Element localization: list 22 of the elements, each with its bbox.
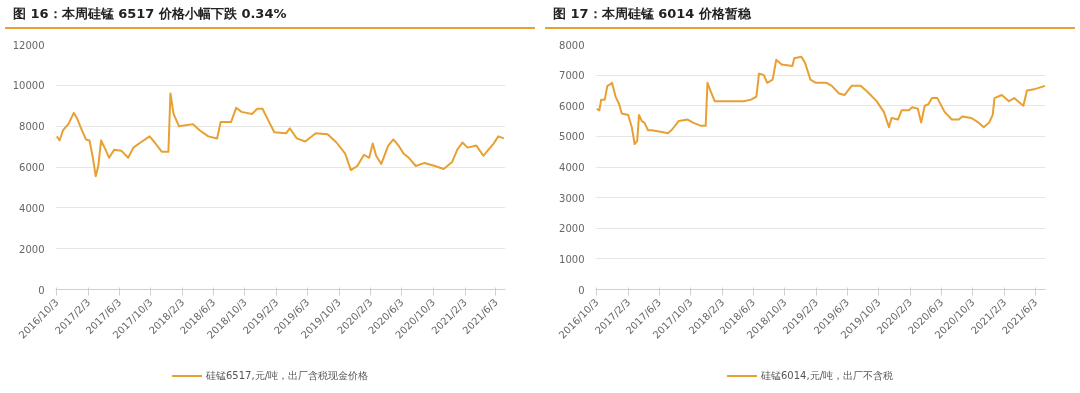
- y-tick-label: 4000: [19, 202, 45, 214]
- y-tick-label: 1000: [559, 253, 585, 265]
- y-tick-label: 0: [38, 284, 45, 296]
- y-tick-label: 0: [578, 284, 585, 296]
- chart-title: 图 16：本周硅锰 6517 价格小幅下跌 0.34%: [13, 5, 287, 23]
- y-tick-label: 12000: [12, 39, 45, 51]
- y-tick-label: 2000: [559, 223, 585, 235]
- line-series: [595, 55, 1046, 146]
- y-tick-label: 2000: [19, 243, 45, 255]
- y-tick-label: 10000: [12, 80, 45, 92]
- chart-title: 图 17：本周硅锰 6014 价格暂稳: [553, 5, 751, 23]
- y-tick-label: 8000: [19, 121, 45, 133]
- y-tick-label: 4000: [559, 162, 585, 173]
- y-tick-label: 6000: [559, 100, 585, 112]
- y-tick-label: 7000: [559, 70, 585, 82]
- y-tick-label: 5000: [559, 131, 585, 143]
- legend-label: 硅锰6014,元/吨，出厂不含税: [760, 369, 893, 383]
- y-tick-label: 3000: [559, 192, 585, 204]
- legend-label: 硅锰6517,元/吨，出厂含税现金价格: [205, 369, 368, 383]
- line-series: [55, 92, 505, 178]
- y-tick-label: 8000: [559, 39, 585, 51]
- y-tick-label: 6000: [19, 162, 45, 173]
